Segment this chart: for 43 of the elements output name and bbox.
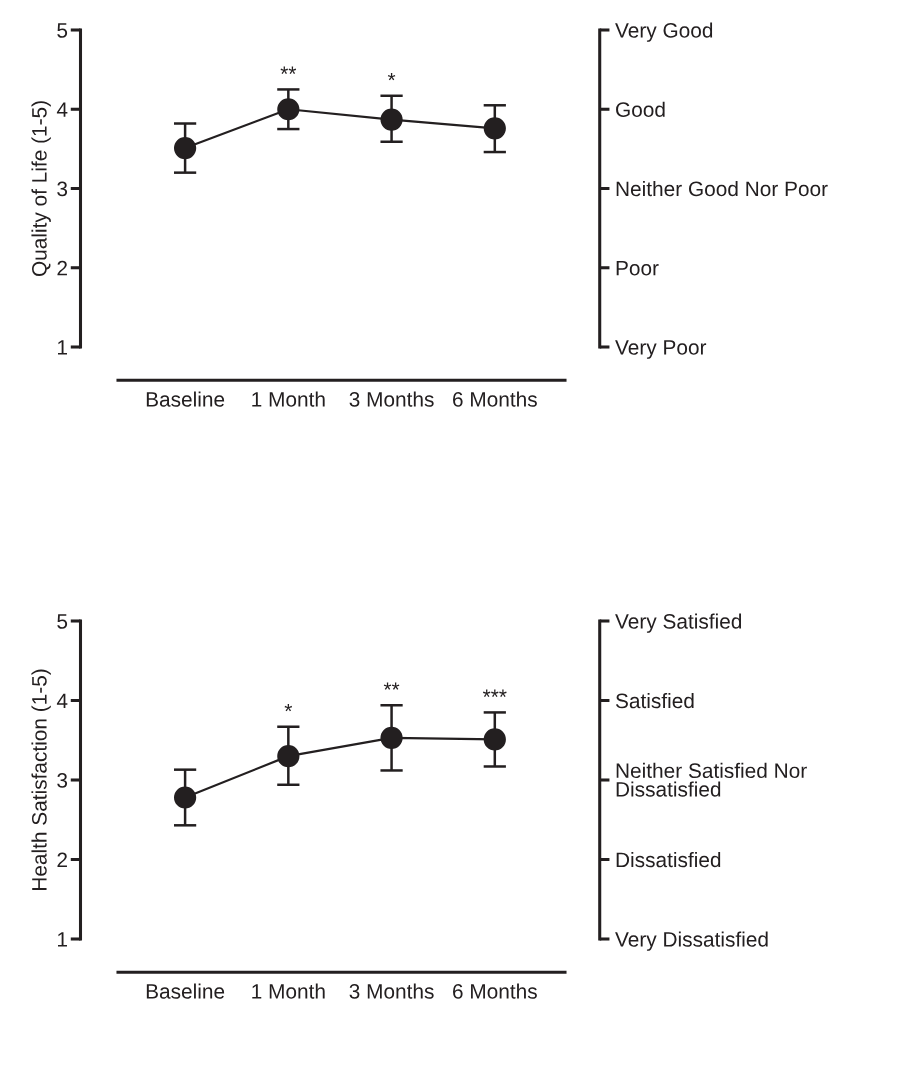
- y-tick-label: 2: [57, 852, 67, 868]
- x-tick-label: 6 Months: [453, 391, 537, 407]
- y-axis-title: Health Satisfaction (1-5): [31, 669, 51, 891]
- annotation: *: [387, 72, 396, 81]
- annotation: **: [280, 66, 297, 74]
- point: [380, 726, 403, 749]
- category-label: Good: [616, 101, 665, 117]
- y-tick-label: 3: [57, 773, 68, 788]
- x-tick-label: 3 Months: [349, 983, 434, 999]
- point: [380, 108, 403, 131]
- annotation: *: [284, 703, 293, 712]
- y-tick-label: 1: [58, 340, 67, 355]
- point: [483, 117, 506, 140]
- category-label: Dissatisfied: [616, 851, 721, 868]
- annotation: **: [383, 682, 400, 690]
- category-label: Very Good: [615, 22, 713, 42]
- x-tick-label: Baseline: [146, 391, 225, 407]
- point: [277, 745, 300, 768]
- x-tick-label: 6 Months: [453, 983, 537, 999]
- point: [173, 786, 197, 809]
- category-label: Very Satisfied: [615, 613, 742, 633]
- x-tick-label: 3 Months: [349, 391, 434, 407]
- y-tick-label: 4: [56, 693, 68, 709]
- y-tick-label: 1: [58, 932, 67, 947]
- category-label: Neither Satisfied Nor Dissatisfied: [616, 762, 807, 797]
- y-tick-label: 3: [57, 181, 68, 197]
- category-label: Very Poor: [615, 340, 707, 359]
- y-axis-title: Quality of Life (1-5): [31, 101, 51, 277]
- y-tick-label: 4: [56, 102, 68, 117]
- x-tick-label: 1 Month: [252, 983, 325, 999]
- x-tick-label: Baseline: [146, 983, 225, 999]
- y-tick-label: 2: [57, 260, 67, 276]
- point: [483, 728, 506, 751]
- y-tick-label: 5: [57, 614, 68, 629]
- point: [173, 136, 197, 160]
- annotation: ***: [482, 689, 507, 697]
- y-tick-label: 5: [57, 23, 68, 38]
- category-label: Very Dissatisfied: [615, 931, 768, 951]
- x-tick-label: 1 Month: [252, 391, 325, 407]
- point: [277, 98, 300, 121]
- category-label: Poor: [616, 260, 659, 276]
- category-label: Satisfied: [615, 692, 694, 709]
- category-label: Neither Good Nor Poor: [616, 180, 828, 197]
